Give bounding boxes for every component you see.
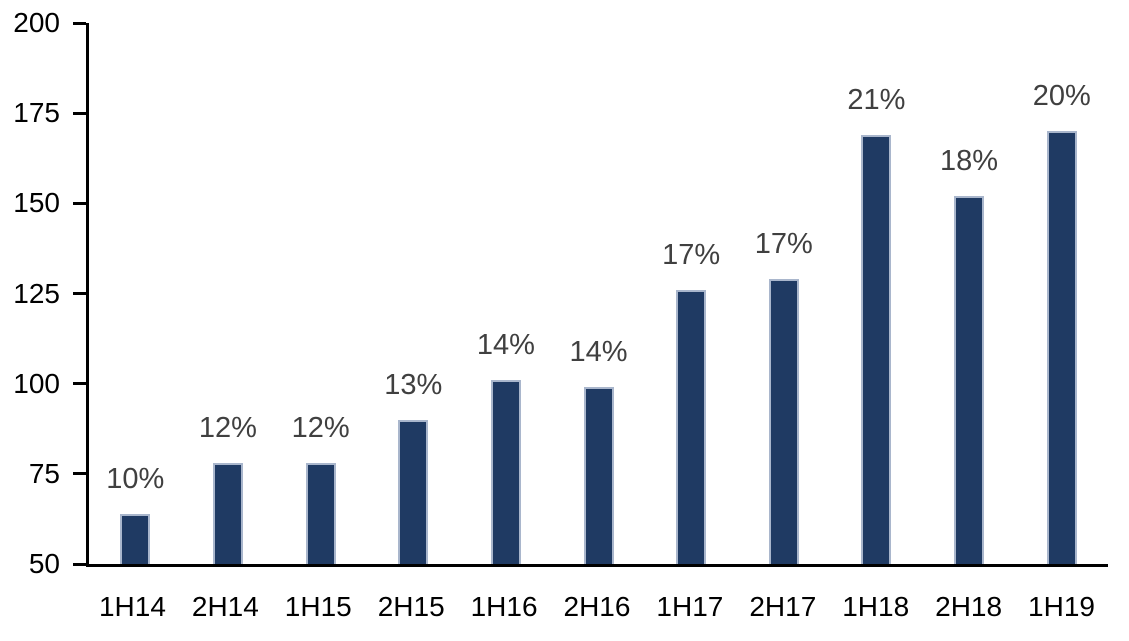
bar bbox=[583, 387, 614, 564]
bar-value-label: 10% bbox=[106, 462, 165, 495]
bar-slot: 10% bbox=[89, 23, 182, 564]
x-tick-label: 2H14 bbox=[191, 591, 259, 622]
y-tick-mark bbox=[73, 21, 86, 25]
y-tick-label: 50 bbox=[28, 548, 60, 579]
x-tick-label: 1H18 bbox=[842, 591, 910, 622]
bar bbox=[676, 289, 707, 564]
y-tick-label: 200 bbox=[13, 7, 60, 38]
bar bbox=[490, 380, 521, 564]
bar-slot: 13% bbox=[367, 23, 460, 564]
y-tick-mark bbox=[73, 562, 86, 566]
bar-value-label: 18% bbox=[940, 145, 999, 178]
bar bbox=[120, 513, 151, 564]
bar-value-label: 21% bbox=[847, 83, 906, 116]
bar-value-label: 14% bbox=[569, 336, 628, 369]
bar-value-label: 14% bbox=[476, 329, 535, 362]
x-tick-label: 1H19 bbox=[1028, 591, 1095, 622]
x-tick-label: 1H15 bbox=[284, 591, 352, 622]
bar bbox=[861, 134, 892, 564]
y-tick-mark bbox=[73, 472, 86, 476]
y-tick-label: 150 bbox=[13, 187, 60, 219]
y-tick-mark bbox=[73, 382, 86, 386]
y-tick-label: 175 bbox=[13, 97, 60, 129]
bar-value-label: 17% bbox=[662, 238, 721, 271]
x-tick-label: 2H15 bbox=[377, 591, 445, 622]
y-tick-label: 75 bbox=[28, 457, 60, 489]
bar-slot: 17% bbox=[737, 23, 830, 564]
plot-area: 10% 12% 12% 13% 14% 14% 17% 17% 21% 18% 20% bbox=[86, 23, 1108, 567]
bar-slot: 12% bbox=[274, 23, 367, 564]
x-tick-label: 1H14 bbox=[98, 591, 166, 622]
bar-value-label: 20% bbox=[1032, 80, 1091, 113]
bar-slot: 14% bbox=[460, 23, 553, 564]
y-tick-label: 125 bbox=[13, 277, 60, 309]
bar-value-label: 13% bbox=[384, 368, 443, 401]
bar bbox=[954, 196, 985, 564]
bar bbox=[398, 419, 429, 564]
y-tick-mark bbox=[73, 201, 86, 205]
x-tick-label: 2H17 bbox=[749, 591, 817, 622]
bar-value-label: 12% bbox=[198, 412, 257, 445]
bar-value-label: 12% bbox=[291, 412, 350, 445]
y-tick-mark bbox=[73, 292, 86, 295]
x-tick-label: 2H18 bbox=[935, 591, 1003, 622]
y-tick-label: 100 bbox=[13, 367, 60, 399]
bar bbox=[768, 279, 799, 564]
x-tick-label: 2H16 bbox=[563, 591, 631, 622]
bar-slot: 21% bbox=[830, 23, 923, 564]
x-tick-label: 1H16 bbox=[470, 591, 538, 622]
bar bbox=[305, 463, 336, 564]
bar bbox=[212, 463, 243, 564]
bar-slot: 20% bbox=[1015, 23, 1108, 564]
bar-slot: 17% bbox=[645, 23, 738, 564]
x-axis-labels: 1H14 2H14 1H15 2H15 1H16 2H16 1H17 2H17 1H18 2H18… bbox=[86, 593, 1108, 621]
x-tick-label: 1H17 bbox=[656, 591, 724, 622]
bar-value-label: 17% bbox=[754, 228, 813, 261]
bar bbox=[1046, 131, 1077, 564]
bar-slot: 14% bbox=[552, 23, 645, 564]
bar-slot: 12% bbox=[182, 23, 275, 564]
bar-slot: 18% bbox=[923, 23, 1016, 564]
y-tick-mark bbox=[73, 111, 86, 115]
